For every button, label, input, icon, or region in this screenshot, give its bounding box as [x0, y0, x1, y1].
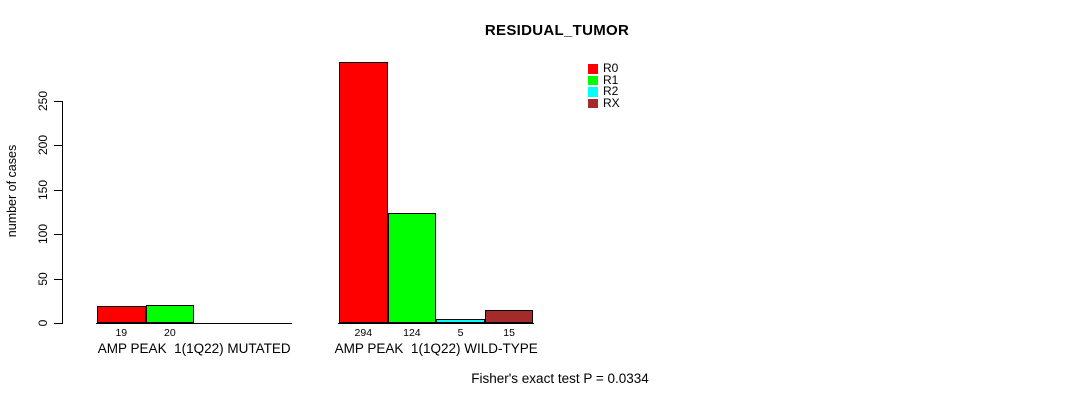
legend-item-r2: R2: [588, 84, 620, 98]
legend-swatch-r2: [588, 87, 598, 97]
y-tick: [54, 278, 62, 280]
y-tick: [54, 323, 62, 324]
chart-title: RESIDUAL_TUMOR: [484, 22, 630, 39]
y-tick-label: 0: [36, 319, 50, 327]
y-tick: [54, 101, 62, 102]
bar-value-label: 20: [164, 327, 176, 339]
y-tick-label: 150: [36, 179, 50, 200]
bar-r1-group1: [145, 305, 195, 323]
y-tick-label: 50: [36, 271, 50, 286]
y-tick: [54, 234, 62, 236]
y-axis-line: [62, 101, 63, 324]
y-tick-label: 200: [36, 135, 50, 156]
legend-item-rx: RX: [588, 95, 620, 110]
bar-rx-group2: [484, 309, 534, 323]
group-baseline: [96, 323, 293, 324]
y-tick: [54, 189, 62, 191]
legend-item-r0: R0: [588, 61, 620, 75]
y-axis-label: number of cases: [5, 144, 19, 238]
bar-r1-group2: [387, 212, 437, 323]
bar-value-label: 19: [115, 327, 128, 339]
legend-label: R2: [603, 84, 619, 98]
legend-label: RX: [603, 95, 620, 110]
y-tick-label: 250: [36, 90, 50, 112]
bar-value-label: 15: [503, 327, 515, 339]
legend-swatch-r1: [588, 75, 598, 85]
fisher-test-annotation: Fisher's exact test P = 0.0334: [471, 371, 649, 386]
legend-item-r1: R1: [588, 72, 620, 87]
bar-r0-group1: [97, 306, 146, 323]
x-category-label: AMP PEAK 1(1Q22) MUTATED: [97, 341, 291, 356]
bar-value-label: 5: [457, 327, 464, 339]
legend: R0 R1 R2 RX: [588, 61, 620, 110]
y-tick: [54, 145, 62, 147]
legend-swatch-r0: [588, 64, 598, 74]
legend-label: R0: [603, 61, 619, 75]
bar-r2-group2: [436, 318, 485, 323]
legend-swatch-rx: [588, 98, 598, 108]
legend-label: R1: [603, 72, 619, 87]
bar-value-label: 294: [354, 327, 373, 339]
bar-value-label: 124: [403, 327, 421, 339]
y-tick-label: 100: [36, 224, 50, 245]
x-category-label: AMP PEAK 1(1Q22) WILD-TYPE: [334, 341, 538, 356]
bar-r0-group2: [339, 61, 388, 323]
group-baseline: [338, 323, 535, 324]
